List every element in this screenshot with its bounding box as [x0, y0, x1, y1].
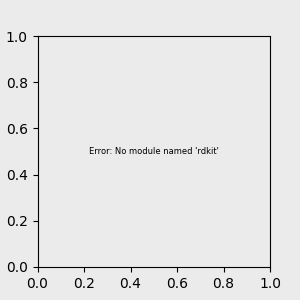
- Text: Error: No module named 'rdkit': Error: No module named 'rdkit': [89, 147, 219, 156]
